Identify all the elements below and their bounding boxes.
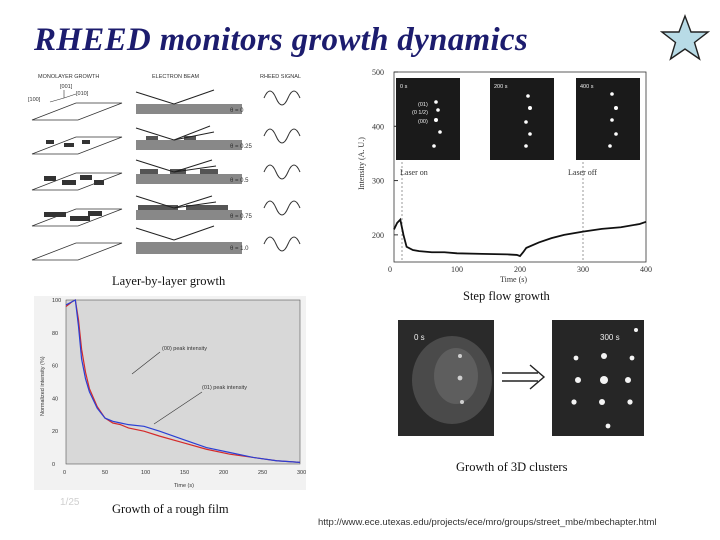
layer-by-layer-diagram: MONOLAYER GROWTH ELECTRON BEAM RHEED SIG…: [28, 74, 301, 261]
step-ytick-label: 400: [372, 122, 384, 131]
layer-by-layer-panel: MONOLAYER GROWTH ELECTRON BEAM RHEED SIG…: [24, 68, 324, 270]
rough-film-chart: Normalized intensity (%) Time (s) 100 80 6…: [34, 296, 306, 490]
inset-0s: [396, 78, 460, 160]
inset-label-400s: 400 s: [580, 84, 594, 90]
rough-ytick-label: 20: [52, 429, 58, 435]
step-flow-chart: Intensity (A. U.) Time (s) 500 400 300 200 …: [357, 68, 652, 284]
layer-by-layer-caption: Layer-by-layer growth: [112, 274, 226, 288]
theta-label-1: θ = 0.25: [230, 144, 253, 150]
step-ytick-label: 300: [372, 177, 384, 186]
rough-xtick-label: 250: [258, 470, 267, 476]
rough-ytick-label: 0: [52, 462, 55, 468]
growth-row-1: θ = 0.25: [31, 125, 301, 155]
direction-010: [010]: [76, 91, 89, 97]
cluster-images: 0 s 300 s: [398, 320, 644, 436]
cluster-label-0s: 0 s: [414, 333, 425, 342]
rough-ytick-label: 80: [52, 331, 58, 337]
step-xtick-label: 300: [577, 265, 589, 274]
step-xlabel: Time (s): [500, 275, 527, 284]
star-icon[interactable]: [660, 14, 710, 64]
spot-label-01: (01): [418, 102, 428, 108]
growth-row-2: θ = 0.5: [31, 159, 301, 191]
theta-label-0: θ = 0: [230, 108, 244, 114]
rough-xtick-label: 50: [102, 470, 108, 476]
theta-label-3: θ = 0.75: [230, 214, 253, 220]
slide-number: 1/25: [60, 497, 80, 508]
annotation-00-peak: (00) peak intensity: [162, 346, 207, 352]
growth-row-0: θ = 0: [31, 89, 301, 121]
growth-row-4: θ = 1.0: [31, 225, 301, 261]
inset-200s: [490, 78, 554, 160]
rough-xtick-label: 100: [141, 470, 150, 476]
annotation-laser-off: Laser off: [568, 168, 597, 177]
step-flow-panel: Intensity (A. U.) Time (s) 500 400 300 200 …: [350, 62, 660, 284]
step-xtick-label: 0: [388, 265, 392, 274]
rough-series-line-0: [65, 299, 301, 463]
step-xtick-label: 100: [451, 265, 463, 274]
rough-xtick-label: 150: [180, 470, 189, 476]
direction-100: [100]: [28, 97, 41, 103]
spot-label-0half: (0 1/2): [412, 110, 428, 116]
step-flow-caption: Step flow growth: [463, 289, 550, 303]
annotation-laser-on: Laser on: [400, 168, 428, 177]
step-ytick-label: 500: [372, 68, 384, 77]
rough-film-caption: Growth of a rough film: [112, 502, 229, 516]
rough-series-line-1: [65, 299, 301, 463]
step-xtick-label: 400: [640, 265, 652, 274]
theta-label-4: θ = 1.0: [230, 246, 249, 252]
rough-xtick-label: 300: [297, 470, 306, 476]
cluster-caption: Growth of 3D clusters: [456, 460, 568, 474]
growth-row-3: θ = 0.75: [31, 195, 301, 227]
source-url[interactable]: http://www.ece.utexas.edu/projects/ece/m…: [318, 517, 657, 528]
step-ylabel: Intensity (A. U.): [357, 137, 366, 190]
cluster-panel: 0 s 300 s: [398, 320, 648, 438]
rough-xlabel: Time (s): [174, 483, 194, 489]
rough-ytick-label: 40: [52, 396, 58, 402]
header-electron-beam: ELECTRON BEAM: [152, 74, 199, 80]
rough-ytick-label: 100: [52, 298, 61, 304]
rough-film-panel: Normalized intensity (%) Time (s) 100 80 6…: [34, 296, 306, 490]
direction-001: [001]: [60, 84, 73, 90]
inset-label-0s: 0 s: [400, 84, 408, 90]
step-xtick-label: 200: [514, 265, 526, 274]
spot-label-00: (00): [418, 119, 428, 125]
theta-label-2: θ = 0.5: [230, 178, 249, 184]
inset-400s: [576, 78, 640, 160]
cluster-label-300s: 300 s: [600, 333, 620, 342]
rough-ylabel: Normalized intensity (%): [40, 356, 46, 416]
rough-xtick-label: 200: [219, 470, 228, 476]
rough-ytick-label: 60: [52, 364, 58, 370]
step-intensity-line: [393, 217, 647, 258]
inset-label-200s: 200 s: [494, 84, 508, 90]
slide-title: RHEED monitors growth dynamics: [34, 22, 529, 58]
step-ytick-label: 200: [372, 231, 384, 240]
header-rheed-signal: RHEED SIGNAL: [260, 74, 301, 80]
arrow-icon: [502, 364, 546, 390]
header-monolayer: MONOLAYER GROWTH: [38, 74, 99, 80]
annotation-01-peak: (01) peak intensity: [202, 385, 247, 391]
rough-xtick-label: 0: [63, 470, 66, 476]
